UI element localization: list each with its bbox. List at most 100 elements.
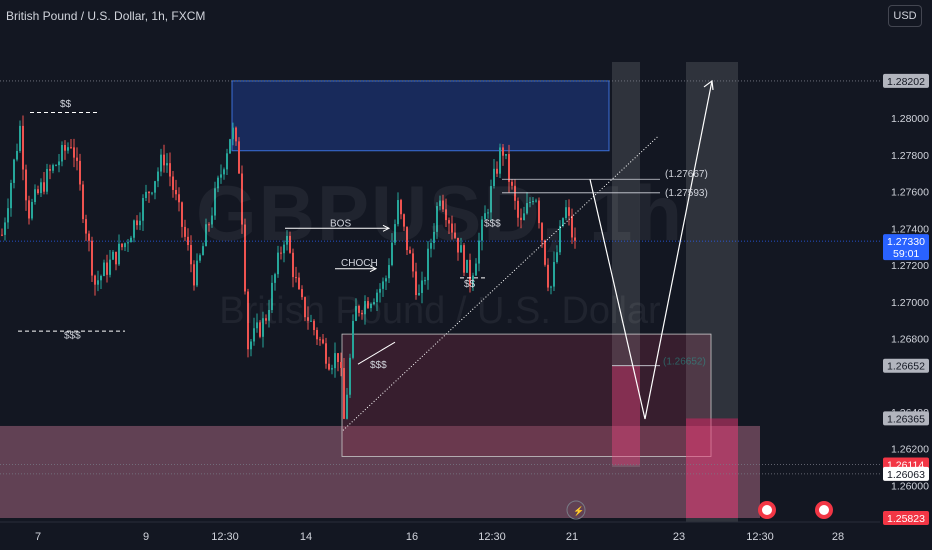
y-tick-label: 1.26000 bbox=[891, 480, 929, 492]
candle-body bbox=[241, 173, 243, 225]
x-tick-label: 12:30 bbox=[211, 531, 239, 543]
candle-body bbox=[103, 262, 105, 276]
candle-body bbox=[403, 214, 405, 227]
price-tag-countdown: 59:01 bbox=[893, 248, 919, 260]
candle-body bbox=[229, 139, 231, 154]
y-tick-label: 1.28000 bbox=[891, 113, 929, 125]
candle-body bbox=[178, 194, 180, 203]
candle-body bbox=[82, 184, 84, 220]
price-tag-label: 1.26063 bbox=[887, 469, 925, 481]
candle-body bbox=[427, 248, 429, 281]
candle-body bbox=[487, 212, 489, 214]
candle-body bbox=[325, 343, 327, 364]
candle-body bbox=[460, 245, 462, 253]
candle-body bbox=[493, 168, 495, 186]
candle-body bbox=[100, 275, 102, 281]
candle-body bbox=[430, 243, 432, 249]
liquidity-label: $$$ bbox=[64, 331, 81, 342]
candle-body bbox=[190, 245, 192, 265]
candle-body bbox=[337, 353, 339, 363]
candle-body bbox=[67, 147, 69, 151]
candle-body bbox=[205, 224, 207, 247]
candle-body bbox=[343, 368, 345, 419]
candle-body bbox=[520, 217, 522, 221]
price-tag bbox=[883, 358, 929, 373]
candle-body bbox=[10, 182, 12, 209]
candle-body bbox=[457, 237, 459, 253]
candle-body bbox=[25, 169, 27, 201]
candle-body bbox=[373, 302, 375, 305]
candle-body bbox=[379, 288, 381, 293]
candle-body bbox=[307, 317, 309, 321]
candle-body bbox=[406, 226, 408, 251]
us-flag-event-icon bbox=[762, 505, 772, 515]
candle-body bbox=[55, 165, 57, 167]
projection-pink-2 bbox=[686, 418, 738, 518]
candle-body bbox=[58, 161, 60, 166]
candle-body bbox=[280, 252, 282, 254]
candle-body bbox=[439, 200, 441, 207]
candle-body bbox=[88, 233, 90, 241]
candle-body bbox=[244, 224, 246, 292]
candle-body bbox=[133, 220, 135, 238]
currency-button[interactable]: USD bbox=[888, 5, 922, 27]
candle-body bbox=[538, 200, 540, 224]
candle-body bbox=[397, 200, 399, 225]
candle-body bbox=[250, 341, 252, 350]
liquidity-label: $$ bbox=[464, 279, 476, 290]
candle-body bbox=[43, 182, 45, 192]
candle-body bbox=[22, 125, 24, 170]
candle-body bbox=[448, 220, 450, 224]
candle-body bbox=[262, 318, 264, 337]
candle-body bbox=[481, 219, 483, 241]
y-tick-label: 1.26200 bbox=[891, 444, 929, 456]
candle-body bbox=[109, 259, 111, 275]
candle-body bbox=[376, 292, 378, 303]
candle-body bbox=[166, 163, 168, 166]
candle-body bbox=[211, 215, 213, 225]
candle-body bbox=[571, 215, 573, 238]
candle-body bbox=[415, 271, 417, 296]
projection-column-1 bbox=[612, 62, 640, 467]
candle-body bbox=[424, 280, 426, 282]
candle-body bbox=[472, 275, 474, 286]
candle-body bbox=[271, 282, 273, 311]
candle-body bbox=[289, 235, 291, 253]
candle-body bbox=[73, 147, 75, 158]
liquidity-label: $$$ bbox=[484, 218, 501, 229]
candle-body bbox=[382, 281, 384, 289]
projection-column-2 bbox=[686, 62, 738, 522]
candle-body bbox=[484, 213, 486, 220]
liquidity-label: $$ bbox=[60, 99, 72, 110]
candle-body bbox=[445, 209, 447, 221]
candle-body bbox=[202, 246, 204, 256]
candle-body bbox=[199, 255, 201, 261]
x-tick-label: 12:30 bbox=[746, 531, 774, 543]
candle-body bbox=[94, 275, 96, 285]
x-tick-label: 9 bbox=[143, 531, 149, 543]
candle-body bbox=[292, 252, 294, 278]
candle-body bbox=[334, 353, 336, 369]
candle-body bbox=[565, 207, 567, 219]
candle-body bbox=[298, 277, 300, 290]
candle-body bbox=[226, 153, 228, 170]
candle-body bbox=[247, 291, 249, 350]
candle-body bbox=[364, 301, 366, 315]
candle-body bbox=[277, 252, 279, 275]
candle-body bbox=[532, 200, 534, 203]
candle-body bbox=[553, 262, 555, 287]
candle-body bbox=[34, 189, 36, 203]
candle-body bbox=[61, 145, 63, 162]
candle-body bbox=[28, 200, 30, 219]
candles bbox=[1, 115, 576, 420]
candle-body bbox=[217, 177, 219, 189]
candle-body bbox=[148, 191, 150, 194]
candle-body bbox=[139, 220, 141, 226]
price-tag-label: 1.27330 bbox=[887, 236, 925, 248]
candle-body bbox=[466, 259, 468, 273]
candle-body bbox=[106, 262, 108, 275]
candle-body bbox=[469, 259, 471, 286]
candle-body bbox=[502, 147, 504, 156]
candle-body bbox=[352, 320, 354, 358]
